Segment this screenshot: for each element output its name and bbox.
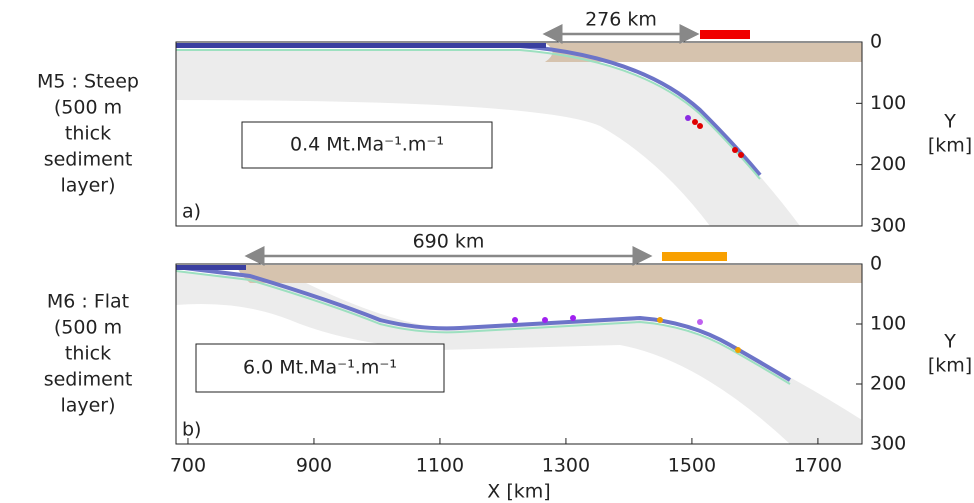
distance-label: 276 km bbox=[585, 9, 657, 31]
slab-sediment bbox=[175, 265, 792, 382]
trench-sediment bbox=[176, 43, 546, 48]
rate-label: 0.4 Mt.Ma⁻¹.m⁻¹ bbox=[290, 134, 444, 156]
model-label: thick bbox=[65, 123, 111, 145]
particle bbox=[697, 319, 703, 325]
mantle bbox=[176, 272, 862, 444]
crust bbox=[545, 43, 862, 62]
particle bbox=[738, 152, 744, 158]
distance-label: 690 km bbox=[413, 231, 485, 253]
arc-bar bbox=[700, 30, 750, 39]
model-label: M5 : Steep bbox=[37, 71, 139, 93]
arc-bar bbox=[662, 252, 727, 261]
crust bbox=[236, 265, 862, 283]
particle bbox=[692, 119, 698, 125]
model-label: layer) bbox=[60, 395, 115, 417]
y-tick-label: 100 bbox=[870, 92, 906, 114]
x-tick-label: 1100 bbox=[416, 455, 464, 477]
x-tick-label: 900 bbox=[296, 455, 332, 477]
y-tick-label: 0 bbox=[870, 31, 882, 53]
y-tick-label: 0 bbox=[870, 253, 882, 275]
panel-tag: b) bbox=[182, 419, 201, 441]
model-label: thick bbox=[65, 343, 111, 365]
slab-crust bbox=[175, 270, 791, 385]
model-label: sediment bbox=[44, 369, 133, 391]
model-label: sediment bbox=[44, 149, 133, 171]
particle bbox=[697, 123, 703, 129]
slab-sediment bbox=[176, 44, 762, 177]
x-axis-label: X [km] bbox=[487, 481, 550, 503]
x-tick-label: 700 bbox=[170, 455, 206, 477]
y-tick-label: 100 bbox=[870, 313, 906, 335]
mantle bbox=[176, 50, 800, 226]
trench-sediment bbox=[176, 265, 246, 270]
rate-box bbox=[241, 121, 493, 169]
x-tick-label: 1700 bbox=[794, 455, 842, 477]
plot-frame bbox=[175, 41, 863, 227]
model-label: (500 m bbox=[54, 97, 122, 119]
model-label: layer) bbox=[60, 175, 115, 197]
y-axis-label: [km] bbox=[928, 135, 972, 157]
y-axis-label: Y bbox=[943, 111, 956, 133]
model-label: M6 : Flat bbox=[47, 291, 129, 313]
rate-box bbox=[195, 343, 445, 393]
particle bbox=[570, 315, 576, 321]
particle bbox=[735, 347, 741, 353]
y-axis-label: Y bbox=[943, 331, 956, 353]
y-axis-label: [km] bbox=[928, 355, 972, 377]
panel-tag: a) bbox=[182, 201, 201, 223]
particle bbox=[512, 317, 518, 323]
x-tick-label: 1500 bbox=[668, 455, 716, 477]
x-tick-label: 1300 bbox=[542, 455, 590, 477]
y-tick-label: 300 bbox=[870, 433, 906, 455]
particle bbox=[657, 317, 663, 323]
particle bbox=[732, 147, 738, 153]
particle bbox=[685, 115, 691, 121]
y-tick-label: 300 bbox=[870, 215, 906, 237]
particle bbox=[542, 317, 548, 323]
model-label: (500 m bbox=[54, 317, 122, 339]
y-tick-label: 200 bbox=[870, 153, 906, 175]
y-tick-label: 200 bbox=[870, 373, 906, 395]
rate-label: 6.0 Mt.Ma⁻¹.m⁻¹ bbox=[243, 357, 397, 379]
